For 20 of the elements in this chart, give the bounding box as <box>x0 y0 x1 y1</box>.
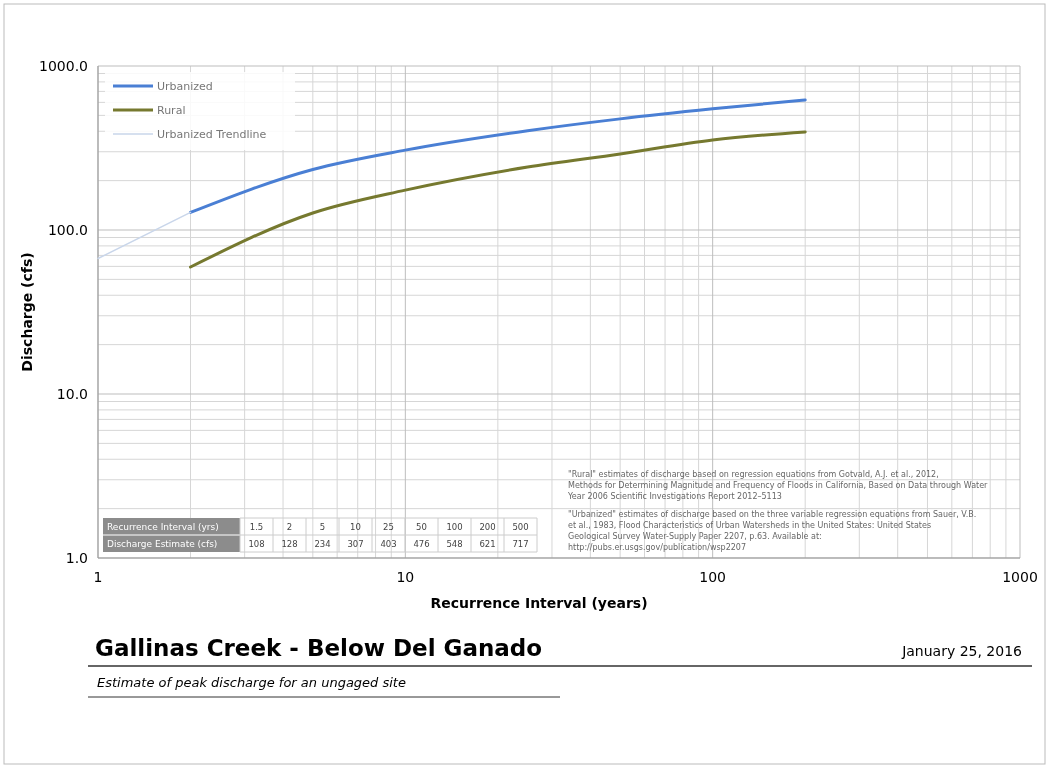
x-tick-label: 100 <box>699 569 727 585</box>
text: January 25, 2016 <box>901 643 1023 659</box>
x-tick-label: 1000 <box>1002 569 1038 585</box>
y-axis-title: Discharge (cfs) <box>19 252 35 372</box>
text: Recurrence Interval (yrs) 1.5 2 5 10 25 50 100 200 500 <box>107 522 529 532</box>
y-tick-label: 10.0 <box>56 385 88 402</box>
annotation: "Urbanized" estimates of discharge based on the three variable regression equations from Sauer, V.B. et al., 1983, Flood Characteristics of Urban Watersheds in the United States: United States Geological Survey Water-Supply Paper 2207, p.63. Available at: http://pubs.er.usgs.gov/publication/wsp2207 <box>568 510 977 552</box>
x-tick-label: 10 <box>396 569 415 585</box>
legend-label: Rural <box>157 103 186 117</box>
annotation: "Rural" estimates of discharge based on regression equations from Gotvald, A.J. et al., 2012, Methods for Determining Magnitude and Frequency of Floods in California, Based on Data through Water Year 2006 Scientific Investigations Report 2012–5113 <box>567 470 989 501</box>
legend-label: Urbanized Trendline <box>157 127 267 141</box>
y-tick-label: 1.0 <box>65 549 88 566</box>
legend-label: Urbanized <box>157 79 213 93</box>
y-tick-label: 1000.0 <box>39 57 88 74</box>
x-tick-label: 1 <box>93 569 103 585</box>
text: Discharge Estimate (cfs) 108 128 234 307 403 476 548 621 717 <box>107 539 529 549</box>
x-axis-title: Recurrence Interval (years) <box>430 595 648 611</box>
text: Estimate of peak discharge for an ungaged site <box>97 675 406 690</box>
text: Gallinas Creek - Below Del Ganado <box>95 635 543 661</box>
y-tick-label: 100.0 <box>47 221 88 238</box>
